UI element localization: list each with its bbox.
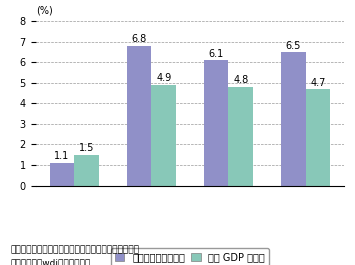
Text: 6.8: 6.8 [131, 34, 147, 45]
Legend: 固定資本投資伸び率, 実質 GDP 成長率: 固定資本投資伸び率, 実質 GDP 成長率 [111, 248, 269, 265]
Text: 1.1: 1.1 [54, 152, 70, 161]
Text: 6.5: 6.5 [286, 41, 301, 51]
Text: 6.1: 6.1 [208, 49, 224, 59]
Text: 4.7: 4.7 [310, 78, 326, 87]
Bar [204, 60, 229, 186]
Bar [74, 155, 99, 186]
Bar [281, 52, 306, 186]
Text: 1.5: 1.5 [79, 143, 94, 153]
Text: (%): (%) [36, 5, 53, 15]
Bar [229, 87, 253, 186]
Text: 4.8: 4.8 [233, 76, 248, 86]
Bar [151, 85, 176, 186]
Text: 4.9: 4.9 [156, 73, 171, 83]
Bar [50, 163, 74, 186]
Text: 備考：企業などによる設備投資も含んだ数字である。: 備考：企業などによる設備投資も含んだ数字である。 [11, 245, 140, 254]
Text: 資料：世銀「wdi」から作成。: 資料：世銀「wdi」から作成。 [11, 258, 91, 265]
Bar [306, 89, 330, 186]
Bar [127, 46, 151, 185]
